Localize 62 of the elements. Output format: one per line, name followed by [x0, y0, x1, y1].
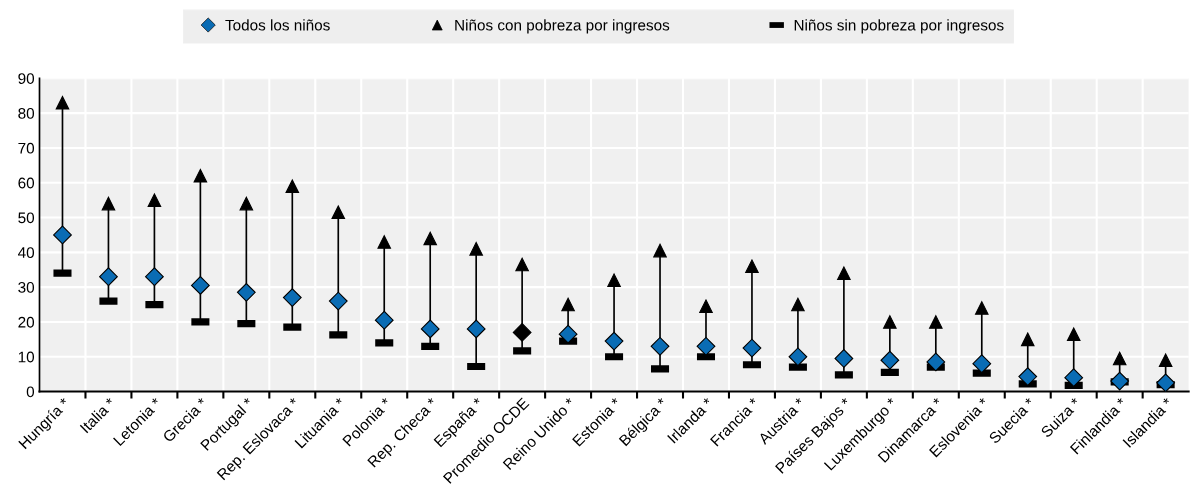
y-tick-label: 30: [18, 282, 35, 293]
y-tick-label: 80: [18, 107, 35, 119]
point: [239, 196, 254, 211]
point: [696, 336, 716, 356]
legend-label: Todos los niños: [225, 19, 330, 31]
point: [788, 347, 808, 367]
point: [328, 291, 348, 311]
point: [880, 350, 900, 370]
legend-label: Niños con pobreza por ingresos: [455, 19, 670, 34]
y-tick-label: 60: [18, 177, 35, 189]
y-tick-label: 50: [18, 212, 35, 224]
point: [558, 324, 578, 344]
point: [699, 299, 713, 314]
point: [837, 266, 851, 281]
point: [926, 352, 946, 372]
point: [374, 310, 394, 330]
y-tick-label: 40: [18, 247, 35, 259]
point: [1110, 371, 1130, 391]
point: [974, 301, 989, 315]
point: [515, 257, 529, 272]
point: [1156, 373, 1176, 392]
point: [883, 315, 897, 329]
point: [834, 349, 854, 368]
point: [1112, 351, 1127, 366]
point: [1064, 368, 1084, 388]
point: [282, 288, 302, 307]
point: [742, 338, 762, 358]
point: [650, 336, 670, 356]
point: [423, 231, 438, 246]
point: [604, 331, 624, 351]
y-tick-label: 70: [18, 142, 35, 154]
point: [101, 196, 116, 211]
point: [653, 243, 667, 258]
point: [745, 259, 759, 274]
y-tick-label: 0: [26, 386, 35, 398]
point: [929, 315, 943, 329]
point: [285, 179, 300, 194]
point: [145, 267, 164, 287]
point: [972, 354, 992, 374]
point: [377, 235, 392, 249]
point: [1020, 332, 1035, 347]
point: [420, 319, 440, 339]
point: [561, 297, 575, 312]
point: [1066, 327, 1081, 341]
point: [331, 205, 346, 220]
point: [99, 267, 118, 287]
point: [1018, 367, 1038, 386]
point: [466, 319, 486, 339]
point: [147, 193, 162, 207]
y-tick-label: 20: [18, 316, 35, 328]
point: [53, 225, 72, 245]
point: [190, 276, 210, 295]
point: [1158, 353, 1173, 368]
point: [55, 95, 70, 110]
point: [469, 242, 483, 256]
point: [791, 297, 805, 312]
y-tick-label: 10: [18, 351, 35, 363]
point: [193, 168, 208, 183]
point: [236, 282, 256, 302]
y-tick-label: 90: [18, 73, 35, 84]
legend-label: Niños sin pobreza por ingresos: [794, 19, 1004, 34]
point: [607, 273, 621, 287]
